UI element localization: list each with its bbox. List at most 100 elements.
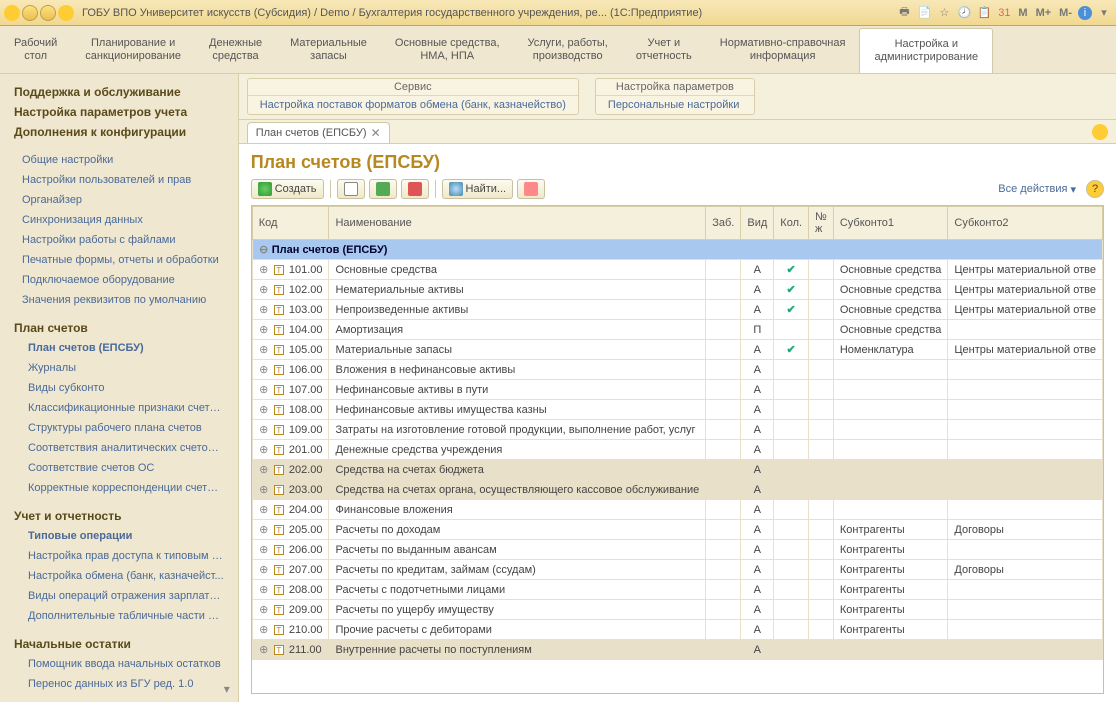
table-row[interactable]: ⊕ T 201.00Денежные средства учрежденияА <box>252 440 1102 460</box>
expand-icon[interactable]: ⊕ <box>259 623 269 636</box>
table-row[interactable]: ⊕ T 206.00Расчеты по выданным авансамАКо… <box>252 540 1102 560</box>
sidebar-item[interactable]: Типовые операции <box>4 526 234 546</box>
sidebar-scroll-icon[interactable]: ▾ <box>224 682 230 696</box>
sidebar-item[interactable]: Структуры рабочего плана счетов <box>4 418 234 438</box>
col-kol[interactable]: Кол. <box>774 207 809 240</box>
grid-header-row[interactable]: ⊖ План счетов (ЕПСБУ) <box>252 240 1102 260</box>
sidebar-item[interactable]: Журналы <box>4 358 234 378</box>
sidebar-item[interactable]: Соответствие счетов ОС <box>4 458 234 478</box>
favorites-icon[interactable] <box>58 5 74 21</box>
expand-icon[interactable]: ⊕ <box>259 563 269 576</box>
sidebar-params[interactable]: Настройка параметров учета <box>4 102 234 122</box>
col-vid[interactable]: Вид <box>741 207 774 240</box>
expand-icon[interactable]: ⊕ <box>259 363 269 376</box>
sidebar-item[interactable]: Подключаемое оборудование <box>4 270 234 290</box>
sidebar-item[interactable]: Помощник ввода начальных остатков <box>4 654 234 674</box>
expand-icon[interactable]: ⊕ <box>259 483 269 496</box>
expand-icon[interactable]: ⊕ <box>259 343 269 356</box>
expand-icon[interactable]: ⊕ <box>259 543 269 556</box>
expand-icon[interactable]: ⊕ <box>259 383 269 396</box>
table-row[interactable]: ⊕ T 204.00Финансовые вложенияА <box>252 500 1102 520</box>
col-sub2[interactable]: Субконто2 <box>948 207 1103 240</box>
sidebar-item[interactable]: Перенос данных из БГУ ред. 1.0 <box>4 674 234 694</box>
expand-icon[interactable]: ⊕ <box>259 323 269 336</box>
col-nz[interactable]: № ж <box>809 207 834 240</box>
star-icon[interactable]: ☆ <box>936 5 952 21</box>
sidebar-item[interactable]: Настройка прав доступа к типовым о... <box>4 546 234 566</box>
calendar-icon[interactable]: 31 <box>996 5 1012 21</box>
info-icon[interactable]: i <box>1078 6 1092 20</box>
expand-icon[interactable]: ⊕ <box>259 583 269 596</box>
dropdown-icon[interactable]: ▾ <box>1096 5 1112 21</box>
table-row[interactable]: ⊕ T 105.00Материальные запасыА✔Номенклат… <box>252 340 1102 360</box>
copy-button[interactable] <box>337 179 365 199</box>
print-icon[interactable]: 🖶 <box>896 5 912 21</box>
sidebar-item[interactable]: Настройки пользователей и прав <box>4 170 234 190</box>
table-row[interactable]: ⊕ T 101.00Основные средстваА✔Основные ср… <box>252 260 1102 280</box>
tab-dropdown-icon[interactable] <box>1092 124 1108 140</box>
all-actions-button[interactable]: Все действия ▾ <box>992 181 1082 198</box>
sidebar-item[interactable]: Виды субконто <box>4 378 234 398</box>
sidebar-support[interactable]: Поддержка и обслуживание <box>4 82 234 102</box>
nav-forward-icon[interactable] <box>40 5 56 21</box>
expand-icon[interactable]: ⊕ <box>259 263 269 276</box>
nav-back-icon[interactable] <box>22 5 38 21</box>
nav-item-4[interactable]: Основные средства,НМА, НПА <box>381 26 514 73</box>
table-row[interactable]: ⊕ T 103.00Непроизведенные активыА✔Основн… <box>252 300 1102 320</box>
sidebar-item[interactable]: Настройка обмена (банк, казначейст... <box>4 566 234 586</box>
edit-button[interactable] <box>369 179 397 199</box>
service-link-1[interactable]: Настройка поставок форматов обмена (банк… <box>248 96 578 114</box>
sidebar-item[interactable]: Виды операций отражения зарплаты ... <box>4 586 234 606</box>
sidebar-item[interactable]: Общие настройки <box>4 150 234 170</box>
delete-button[interactable] <box>401 179 429 199</box>
col-zab[interactable]: Заб. <box>706 207 741 240</box>
nav-item-8[interactable]: Настройка иадминистрирование <box>859 28 993 73</box>
col-code[interactable]: Код <box>252 207 329 240</box>
preview-icon[interactable]: 📄 <box>916 5 932 21</box>
sidebar-item[interactable]: Дополнительные табличные части до... <box>4 606 234 626</box>
table-row[interactable]: ⊕ T 205.00Расчеты по доходамАКонтрагенты… <box>252 520 1102 540</box>
find-button[interactable]: Найти... <box>442 179 514 199</box>
memory-m[interactable]: M <box>1016 5 1029 21</box>
tab-plan[interactable]: План счетов (ЕПСБУ) ✕ <box>247 122 390 143</box>
calc-icon[interactable]: 📋 <box>976 5 992 21</box>
nav-item-6[interactable]: Учет иотчетность <box>622 26 706 73</box>
table-row[interactable]: ⊕ T 106.00Вложения в нефинансовые активы… <box>252 360 1102 380</box>
expand-icon[interactable]: ⊕ <box>259 423 269 436</box>
table-row[interactable]: ⊕ T 208.00Расчеты с подотчетными лицамиА… <box>252 580 1102 600</box>
table-row[interactable]: ⊕ T 104.00АмортизацияПОсновные средства <box>252 320 1102 340</box>
expand-icon[interactable]: ⊕ <box>259 403 269 416</box>
nav-item-1[interactable]: Планирование исанкционирование <box>71 26 195 73</box>
sidebar-addons[interactable]: Дополнения к конфигурации <box>4 122 234 142</box>
sidebar-item[interactable]: Значения реквизитов по умолчанию <box>4 290 234 310</box>
expand-icon[interactable]: ⊕ <box>259 283 269 296</box>
table-row[interactable]: ⊕ T 203.00Средства на счетах органа, осу… <box>252 480 1102 500</box>
nav-item-5[interactable]: Услуги, работы,производство <box>514 26 622 73</box>
grid[interactable]: Код Наименование Заб. Вид Кол. № ж Субко… <box>251 205 1104 694</box>
sidebar-item[interactable]: Классификационные признаки счето... <box>4 398 234 418</box>
table-row[interactable]: ⊕ T 209.00Расчеты по ущербу имуществуАКо… <box>252 600 1102 620</box>
expand-icon[interactable]: ⊕ <box>259 643 269 656</box>
memory-mm[interactable]: M- <box>1057 5 1074 21</box>
sidebar-item[interactable]: Органайзер <box>4 190 234 210</box>
expand-icon[interactable]: ⊕ <box>259 463 269 476</box>
table-row[interactable]: ⊕ T 202.00Средства на счетах бюджетаА <box>252 460 1102 480</box>
expand-icon[interactable]: ⊕ <box>259 523 269 536</box>
table-row[interactable]: ⊕ T 207.00Расчеты по кредитам, займам (с… <box>252 560 1102 580</box>
table-row[interactable]: ⊕ T 210.00Прочие расчеты с дебиторамиАКо… <box>252 620 1102 640</box>
expand-icon[interactable]: ⊕ <box>259 503 269 516</box>
tab-close-icon[interactable]: ✕ <box>371 126 381 140</box>
col-name[interactable]: Наименование <box>329 207 706 240</box>
sidebar-item[interactable]: Соответствия аналитических счетов ... <box>4 438 234 458</box>
clear-button[interactable] <box>517 179 545 199</box>
expand-icon[interactable]: ⊕ <box>259 603 269 616</box>
history-icon[interactable]: 🕗 <box>956 5 972 21</box>
sidebar-item[interactable]: Синхронизация данных <box>4 210 234 230</box>
expand-icon[interactable]: ⊕ <box>259 303 269 316</box>
table-row[interactable]: ⊕ T 109.00Затраты на изготовление готово… <box>252 420 1102 440</box>
table-row[interactable]: ⊕ T 102.00Нематериальные активыА✔Основны… <box>252 280 1102 300</box>
sidebar-item[interactable]: Корректные корреспонденции счетов... <box>4 478 234 498</box>
nav-item-3[interactable]: Материальныезапасы <box>276 26 381 73</box>
col-sub1[interactable]: Субконто1 <box>833 207 948 240</box>
sidebar-item[interactable]: План счетов (ЕПСБУ) <box>4 338 234 358</box>
